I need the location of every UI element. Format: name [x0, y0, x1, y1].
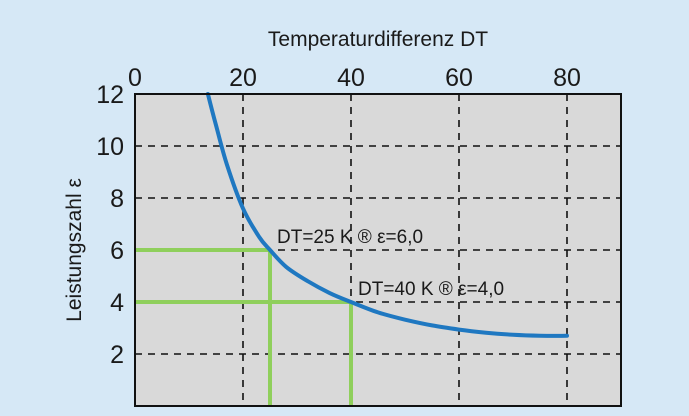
- x-tick-label: 80: [553, 64, 581, 92]
- x-tick-label: 20: [229, 64, 257, 92]
- x-tick-label: 0: [128, 64, 142, 92]
- x-tick-label: 60: [445, 64, 473, 92]
- x-tick-labels: 0 20 40 60 80: [128, 64, 581, 92]
- annotations: DT=25 K ® ε=6,0 DT=40 K ® ε=4,0: [277, 227, 504, 300]
- annotation-label: DT=25 K ® ε=6,0: [277, 227, 423, 248]
- y-tick-label: 2: [110, 341, 124, 369]
- annotation-label: DT=40 K ® ε=4,0: [358, 279, 504, 300]
- y-tick-label: 10: [96, 133, 124, 161]
- grid: [135, 94, 621, 406]
- plot-frame: [134, 93, 622, 407]
- x-axis-title: Temperaturdifferenz DT: [268, 28, 488, 51]
- x-tick-label: 40: [337, 64, 365, 92]
- y-tick-label: 12: [96, 81, 124, 109]
- y-tick-label: 6: [110, 237, 124, 265]
- y-tick-label: 4: [110, 289, 124, 317]
- y-axis-title: Leistungszahl ε: [63, 178, 86, 322]
- y-tick-label: 8: [110, 185, 124, 213]
- highlight-lines: [135, 248, 353, 406]
- y-tick-labels: 2 4 6 8 10 12: [96, 81, 124, 369]
- series-line: [205, 92, 569, 338]
